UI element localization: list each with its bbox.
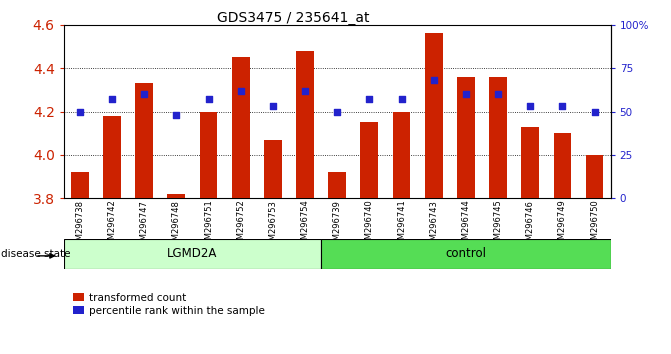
Bar [296, 51, 314, 198]
Text: GDS3475 / 235641_at: GDS3475 / 235641_at [217, 11, 370, 25]
Point [557, 103, 568, 109]
Point [203, 97, 214, 102]
Bar [554, 133, 571, 198]
Point [396, 97, 407, 102]
Text: disease state: disease state [1, 249, 70, 259]
Bar [64, 239, 321, 269]
Bar [200, 112, 217, 198]
Point [139, 91, 150, 97]
Text: control: control [446, 247, 486, 261]
Point [525, 103, 535, 109]
Bar [489, 77, 507, 198]
Point [428, 78, 439, 83]
Bar [321, 239, 611, 269]
Legend: transformed count, percentile rank within the sample: transformed count, percentile rank withi… [69, 289, 269, 320]
Point [236, 88, 246, 93]
Bar [457, 77, 474, 198]
Point [332, 109, 343, 114]
Bar [586, 155, 603, 198]
Bar [103, 116, 121, 198]
Bar [168, 194, 185, 198]
Point [364, 97, 374, 102]
Bar [264, 140, 282, 198]
Point [300, 88, 311, 93]
Point [460, 91, 471, 97]
Bar [393, 112, 411, 198]
Bar [521, 127, 539, 198]
Point [589, 109, 600, 114]
Point [268, 103, 278, 109]
Point [74, 109, 85, 114]
Bar [328, 172, 346, 198]
Point [493, 91, 503, 97]
Bar [360, 122, 378, 198]
Text: LGMD2A: LGMD2A [167, 247, 217, 261]
Point [171, 112, 182, 118]
Bar [136, 83, 153, 198]
Bar [425, 33, 443, 198]
Point [107, 97, 117, 102]
Bar [71, 172, 89, 198]
Bar [231, 57, 250, 198]
